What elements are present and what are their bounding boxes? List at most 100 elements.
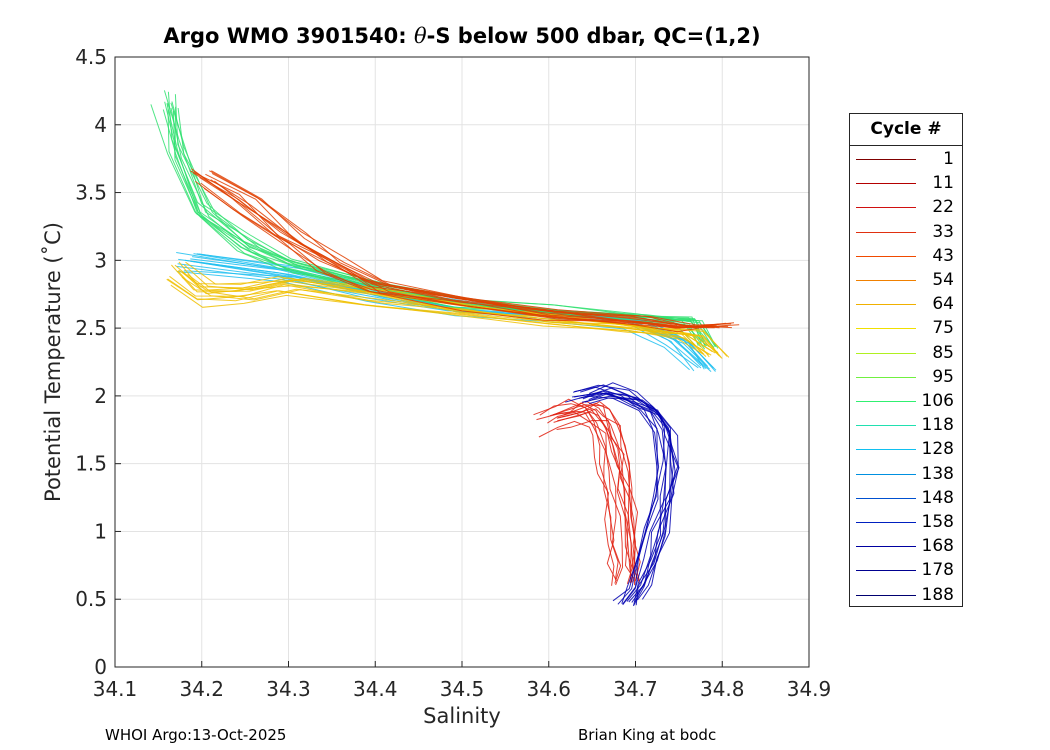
- legend-label: 33: [932, 221, 954, 242]
- x-axis-label: Salinity: [423, 704, 501, 728]
- series-line-1: [588, 392, 671, 601]
- legend-label: 138: [921, 463, 954, 484]
- y-tick-label: 0.5: [75, 587, 107, 611]
- legend-swatch: [856, 522, 916, 523]
- series-line-0: [539, 403, 619, 580]
- legend-label: 54: [932, 270, 954, 290]
- series-line-5: [190, 170, 719, 329]
- chart-title: Argo WMO 3901540: θ-S below 500 dbar, QC…: [163, 24, 761, 48]
- footer-author: Brian King at bodc: [578, 726, 717, 744]
- legend-swatch: [856, 497, 916, 499]
- y-axis-label: Potential Temperature (˚C): [41, 222, 65, 502]
- x-tick-label: 34.6: [526, 677, 571, 701]
- x-tick-label: 34.1: [93, 677, 138, 701]
- series-line-5: [195, 180, 715, 329]
- legend-swatch: [856, 159, 916, 160]
- x-tick-label: 34.3: [266, 677, 311, 701]
- legend-entry: 168: [850, 534, 962, 558]
- legend-swatch: [856, 570, 916, 572]
- legend-swatch: [856, 594, 916, 596]
- legend-swatch: [856, 425, 916, 427]
- legend-label: 148: [921, 487, 954, 508]
- legend: Cycle # 1 11 22 33 43 54 64 75 85 95 106 118 128 138 1…: [849, 113, 963, 607]
- legend-label: 106: [921, 391, 954, 411]
- legend-label: 75: [932, 318, 954, 339]
- y-tick-label: 4: [94, 113, 107, 137]
- y-tick-label: 4.5: [75, 45, 107, 69]
- series-line-0: [557, 400, 641, 582]
- legend-swatch: [856, 546, 916, 548]
- y-tick-label: 3: [94, 248, 107, 272]
- series-line-4: [181, 276, 722, 358]
- legend-swatch: [856, 473, 916, 475]
- series-line-0: [538, 420, 615, 586]
- legend-entry: 1: [850, 147, 962, 171]
- legend-swatch: [856, 376, 916, 378]
- legend-label: 43: [932, 245, 954, 266]
- legend-entry: 33: [850, 220, 962, 244]
- legend-swatch: [856, 280, 916, 281]
- legend-label: 188: [921, 584, 954, 605]
- legend-label: 118: [921, 415, 954, 436]
- legend-label: 158: [921, 512, 954, 532]
- y-tick-label: 1.5: [75, 452, 107, 476]
- legend-entry: 11: [850, 171, 962, 195]
- x-tick-label: 34.7: [613, 677, 658, 701]
- legend-entry: 22: [850, 195, 962, 219]
- legend-entry: 95: [850, 365, 962, 389]
- legend-label: 178: [921, 560, 954, 581]
- series-line-0: [547, 411, 624, 586]
- y-tick-label: 2.5: [75, 316, 107, 340]
- legend-entry: 85: [850, 341, 962, 365]
- legend-label: 128: [921, 439, 954, 460]
- y-tick-label: 0: [94, 655, 107, 679]
- legend-swatch: [856, 255, 916, 257]
- legend-swatch: [856, 207, 916, 209]
- series-line-5: [211, 172, 732, 326]
- legend-entry: 106: [850, 389, 962, 413]
- legend-swatch: [856, 352, 916, 354]
- legend-entry: 148: [850, 486, 962, 510]
- legend-entry: 128: [850, 437, 962, 461]
- series-line-5: [200, 182, 717, 333]
- legend-label: 85: [932, 342, 954, 363]
- series-line-1: [580, 384, 675, 602]
- series-line-1: [572, 392, 659, 605]
- series-line-5: [214, 180, 729, 328]
- legend-label: 22: [932, 197, 954, 218]
- y-tick-label: 1: [94, 519, 107, 543]
- y-tick-label: 2: [94, 384, 107, 408]
- legend-entry: 64: [850, 292, 962, 316]
- footer-source: WHOI Argo:13-Oct-2025: [105, 726, 287, 744]
- legend-entry: 54: [850, 268, 962, 292]
- x-tick-label: 34.5: [440, 677, 485, 701]
- series-line-0: [553, 402, 633, 583]
- legend-entry: 138: [850, 462, 962, 486]
- series-line-4: [166, 278, 705, 355]
- legend-swatch: [856, 328, 916, 330]
- x-tick-label: 34.4: [353, 677, 398, 701]
- axes-box: [114, 56, 810, 668]
- legend-entry: 188: [850, 583, 962, 607]
- series-line-0: [556, 419, 641, 584]
- series-line-1: [572, 384, 666, 605]
- series-line-0: [549, 404, 635, 580]
- legend-label: 168: [921, 536, 954, 557]
- legend-entry: 75: [850, 316, 962, 340]
- legend-entry: 118: [850, 413, 962, 437]
- legend-label: 64: [932, 294, 954, 315]
- legend-swatch: [856, 304, 916, 306]
- series-line-5: [209, 170, 732, 329]
- series-line-5: [199, 176, 720, 329]
- legend-swatch: [856, 183, 916, 185]
- legend-label: 11: [932, 173, 954, 194]
- y-tick-label: 3.5: [75, 181, 107, 205]
- x-tick-label: 34.9: [787, 677, 832, 701]
- legend-entry: 43: [850, 244, 962, 268]
- x-tick-label: 34.8: [700, 677, 745, 701]
- series-line-1: [582, 390, 679, 606]
- legend-label: 95: [932, 366, 954, 387]
- series-line-4: [167, 278, 704, 355]
- legend-swatch: [856, 449, 916, 451]
